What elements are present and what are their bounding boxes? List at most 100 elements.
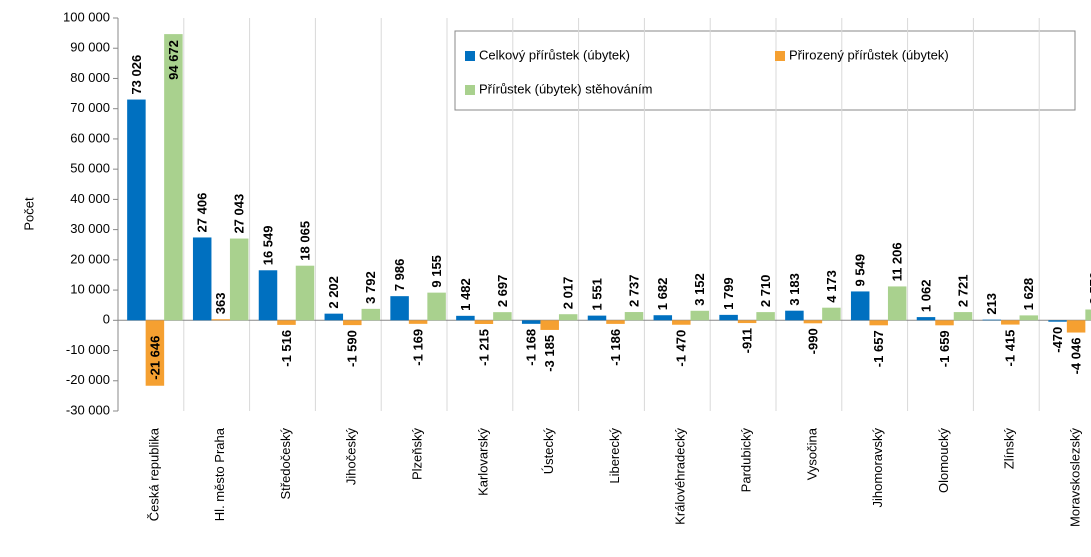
bar: [624, 312, 644, 321]
y-tick-label: -10 000: [66, 342, 110, 357]
x-tick-label: Karlovarský: [475, 428, 490, 496]
value-label: 73 026: [129, 55, 144, 95]
x-tick-label: Zlínský: [1002, 428, 1017, 470]
y-tick-label: 100 000: [63, 9, 110, 24]
bar: [258, 270, 278, 321]
x-tick-label: Plzeňský: [410, 428, 425, 481]
value-label: 1 628: [1021, 278, 1036, 311]
legend-label: Přirozený přírůstek (úbytek): [789, 47, 949, 62]
bar: [324, 313, 344, 321]
x-tick-label: Liberecký: [607, 428, 622, 484]
value-label: 2 737: [626, 274, 641, 307]
bar: [672, 320, 691, 325]
bar: [558, 314, 578, 321]
bar: [295, 265, 315, 321]
value-label: 27 043: [232, 194, 247, 234]
x-tick-label: Moravskoslezský: [1068, 428, 1083, 527]
value-label: 1 551: [589, 278, 604, 311]
bar: [493, 312, 512, 321]
value-label: -1 169: [411, 329, 426, 366]
bar: [540, 320, 559, 330]
legend-label: Celkový přírůstek (úbytek): [479, 47, 630, 62]
bar: [1001, 320, 1020, 325]
bar: [164, 34, 183, 321]
legend-label: Přírůstek (úbytek) stěhováním: [479, 81, 652, 96]
value-label: -3 185: [542, 335, 557, 372]
bar: [127, 99, 146, 321]
bar: [606, 320, 625, 324]
bar: [343, 320, 362, 326]
x-tick-label: Ústecký: [541, 428, 556, 475]
bar: [211, 319, 230, 321]
value-label: -1 659: [937, 330, 952, 367]
value-label: 213: [984, 293, 999, 315]
x-tick-label: Středočeský: [278, 428, 293, 500]
bar: [869, 320, 888, 326]
bar: [408, 320, 428, 324]
y-tick-label: 0: [103, 312, 110, 327]
bar: [756, 312, 775, 321]
bar: [653, 315, 673, 321]
y-axis-label: Počet: [21, 197, 36, 231]
y-tick-label: 70 000: [70, 100, 110, 115]
y-tick-label: -30 000: [66, 402, 110, 417]
bar: [690, 310, 710, 321]
value-label: 2 721: [955, 275, 970, 308]
y-tick-label: 10 000: [70, 282, 110, 297]
bar: [982, 319, 1002, 321]
legend-swatch: [465, 51, 475, 61]
value-label: 94 672: [166, 40, 181, 80]
bar: [145, 320, 165, 386]
y-tick-label: 40 000: [70, 191, 110, 206]
value-label: 2 710: [758, 275, 773, 308]
value-label: -21 646: [147, 336, 162, 380]
value-label: 2 697: [495, 275, 510, 308]
value-label: 27 406: [195, 193, 210, 233]
bar: [1085, 309, 1091, 321]
value-label: 7 986: [392, 259, 407, 292]
value-label: 1 799: [721, 277, 736, 310]
value-label: -1 657: [871, 330, 886, 367]
x-tick-label: Královéhradecký: [673, 428, 688, 525]
value-label: 1 062: [918, 280, 933, 313]
value-label: -1 186: [608, 329, 623, 366]
y-tick-label: 20 000: [70, 251, 110, 266]
bar: [737, 320, 757, 324]
value-label: -990: [805, 328, 820, 354]
bar: [361, 308, 381, 321]
value-label: 3 576: [1087, 272, 1091, 305]
bar: [935, 320, 954, 326]
bar: [456, 315, 475, 321]
x-tick-label: Pardubický: [739, 428, 754, 493]
value-label: 1 482: [458, 278, 473, 311]
x-tick-label: Česká republika: [146, 427, 161, 521]
value-label: 11 206: [890, 242, 905, 281]
bar: [916, 317, 936, 321]
bar: [521, 320, 541, 324]
bar: [277, 320, 296, 325]
bar: [887, 286, 907, 321]
x-tick-label: Vysočina: [804, 427, 819, 480]
value-label: 9 549: [853, 254, 868, 287]
value-label: -1 215: [476, 329, 491, 366]
value-label: 363: [213, 293, 228, 315]
value-label: -4 046: [1069, 338, 1084, 375]
value-label: -911: [740, 328, 755, 353]
bar: [192, 237, 212, 321]
value-label: 9 155: [429, 255, 444, 288]
bar: [953, 312, 973, 321]
x-tick-label: Jihočeský: [344, 428, 359, 486]
value-label: 16 549: [260, 226, 275, 266]
value-label: 4 173: [824, 270, 839, 303]
bar: [1066, 320, 1086, 333]
bar: [822, 307, 841, 321]
bar: [474, 320, 494, 324]
bar: [803, 320, 823, 324]
value-label: 1 682: [655, 278, 670, 311]
value-label: 3 152: [692, 273, 707, 306]
bar: [427, 292, 446, 321]
bar: [719, 314, 738, 321]
bar: [1019, 315, 1039, 321]
y-tick-label: 80 000: [70, 70, 110, 85]
value-label: 3 183: [787, 273, 802, 306]
